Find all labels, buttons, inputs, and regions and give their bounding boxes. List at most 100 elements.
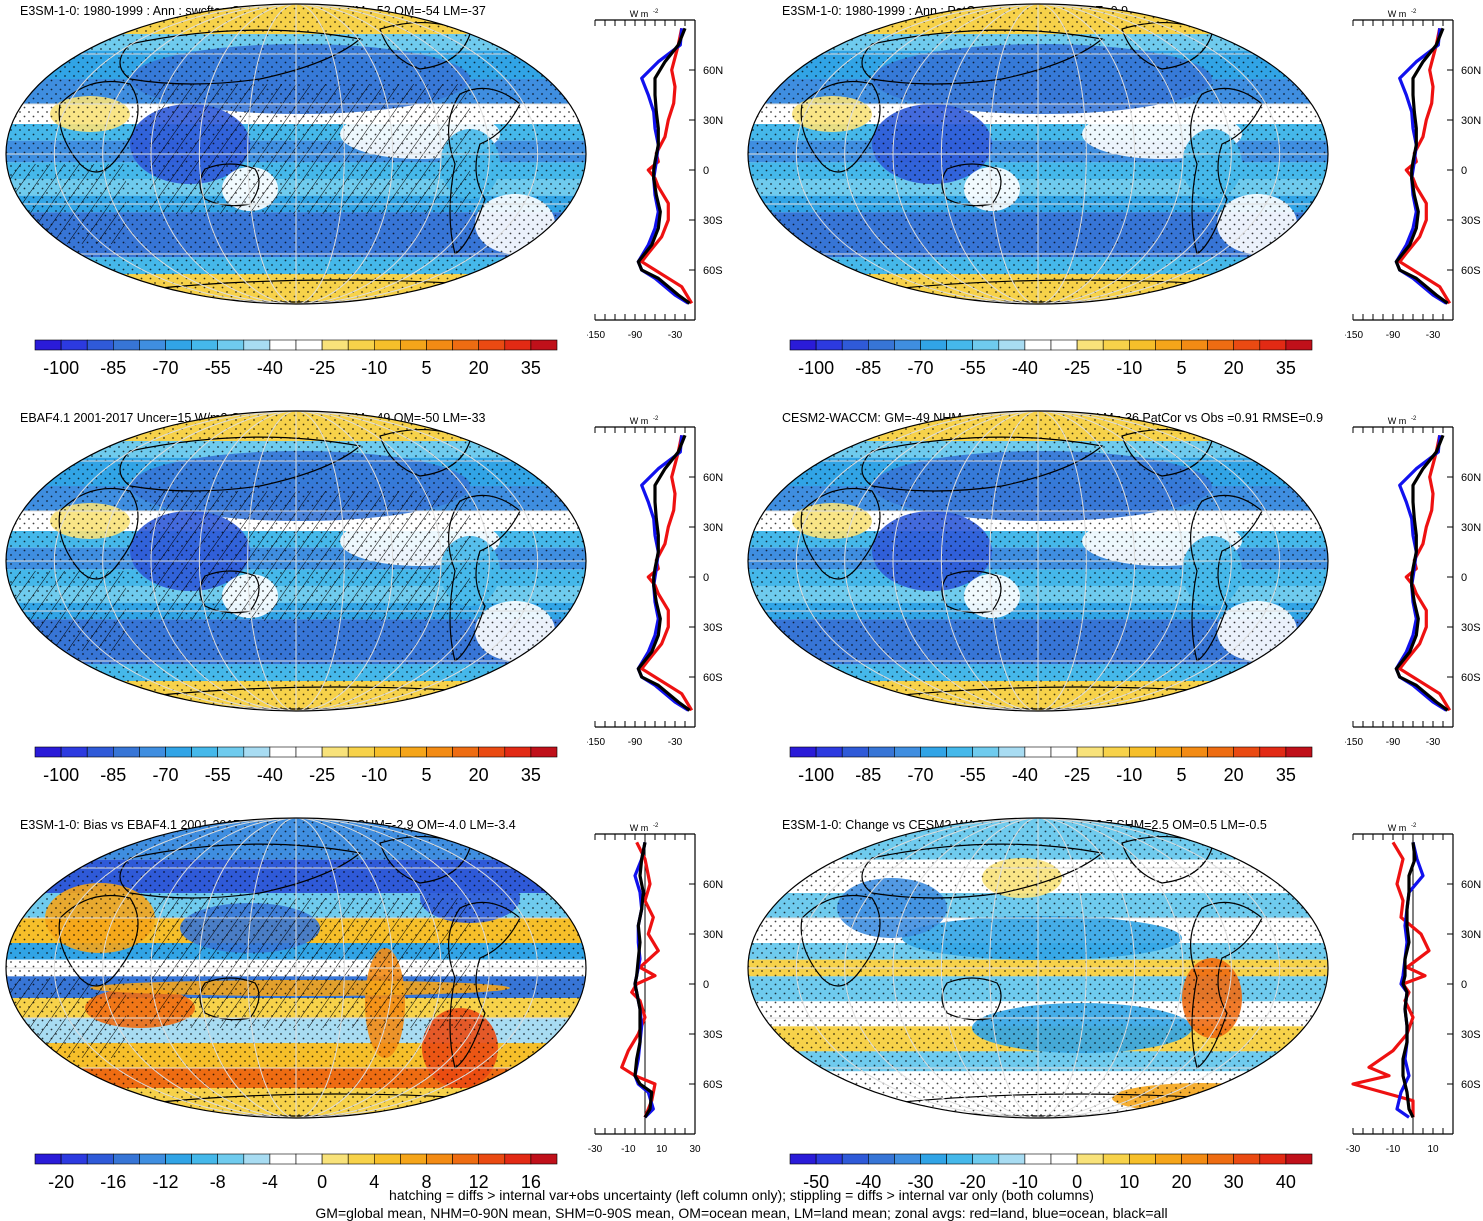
zonal-series-black — [636, 434, 691, 712]
meridian — [1037, 411, 1184, 711]
colorbar-swatch — [841, 746, 869, 758]
meridian — [295, 818, 394, 1118]
colorbar-label: 5 — [1176, 358, 1186, 378]
map-field — [6, 4, 586, 304]
meridian — [1037, 818, 1184, 1118]
zonal-x-tick-label: -30 — [1426, 330, 1441, 341]
meridian — [53, 4, 297, 304]
hatching — [150, 491, 470, 621]
colorbar-swatch — [60, 339, 88, 351]
zonal-series-black — [633, 841, 654, 1119]
colorbar-swatch — [1128, 339, 1156, 351]
world-map — [5, 410, 587, 712]
lat-tick-label: 60S — [703, 265, 723, 277]
meridian — [295, 818, 490, 1118]
meridian — [795, 411, 1039, 711]
zonal-series-red — [640, 434, 694, 712]
lat-tick-label: 60N — [1461, 879, 1481, 891]
colorbar-swatch — [972, 746, 1000, 758]
field-feature — [10, 1083, 70, 1118]
meridian — [102, 411, 297, 711]
colorbar-swatch — [1207, 1153, 1235, 1165]
meridian — [1037, 4, 1232, 304]
colorbar-swatch — [1181, 1153, 1208, 1165]
zonal-series-blue — [1394, 28, 1448, 305]
colorbar-swatch — [1285, 1153, 1313, 1165]
map-field — [748, 411, 1328, 711]
zonal-x-tick-label: 10 — [656, 1144, 668, 1155]
zonal-x-tick-label: -30 — [1346, 1144, 1361, 1155]
colorbar-label: -85 — [100, 765, 126, 785]
colorbar-label: 0 — [1072, 1172, 1082, 1192]
colorbar-label: -10 — [361, 765, 387, 785]
colorbar-label: 8 — [421, 1172, 431, 1192]
colorbar-label: -100 — [798, 358, 834, 378]
meridian — [247, 4, 297, 304]
lat-tick-label: 0 — [703, 979, 709, 991]
zonal-mean-plot: -150 -90 -30 60N 30N 0 30S 60S W m -2 — [587, 416, 723, 748]
colorbar-label: 35 — [1276, 358, 1296, 378]
colorbar-swatch — [217, 339, 245, 351]
colorbar-label: 35 — [521, 358, 541, 378]
colorbar-swatch — [373, 1153, 401, 1165]
lat-tick-label: 60S — [703, 672, 723, 684]
colorbar-swatch — [191, 1153, 219, 1165]
colorbar-swatch — [530, 339, 558, 351]
units-exponent: -2 — [1411, 416, 1417, 422]
meridian — [53, 411, 297, 711]
zonal-x-tick-label: -150 — [587, 737, 605, 748]
meridian — [1037, 4, 1184, 304]
colorbar-label: -20 — [960, 1172, 986, 1192]
zonal-x-tick-label: -30 — [1426, 737, 1441, 748]
colorbar-swatch — [1155, 339, 1182, 351]
colorbar-label: -55 — [205, 358, 231, 378]
colorbar-swatch — [321, 1153, 349, 1165]
colorbar-label: -12 — [152, 1172, 178, 1192]
colorbar-swatch — [165, 339, 192, 351]
lat-tick-label: 30S — [703, 622, 723, 634]
map-field — [748, 818, 1328, 1118]
meridian — [1037, 411, 1087, 711]
colorbar-swatch — [1155, 1153, 1182, 1165]
units-exponent: -2 — [653, 416, 659, 422]
panel-5: E3SM-1-0: Bias vs EBAF4.1 2001-2017 GM=-… — [0, 814, 741, 1221]
colorbar-label: -20 — [48, 1172, 74, 1192]
lat-tick-label: 30N — [703, 522, 723, 534]
colorbar-swatch — [1076, 339, 1104, 351]
zonal-series-red — [640, 27, 694, 305]
colorbar-swatch — [165, 746, 192, 758]
meridian — [295, 4, 345, 304]
colorbar-swatch — [868, 1153, 895, 1165]
lat-tick-label: 0 — [1461, 572, 1467, 584]
colorbar-swatch — [426, 1153, 453, 1165]
colorbar-swatch — [504, 339, 532, 351]
zonal-x-tick-label: -90 — [1386, 737, 1401, 748]
colorbar-swatch — [243, 1153, 271, 1165]
colorbar-swatch — [478, 746, 506, 758]
panel-1: E3SM-1-0: 1980-1999 : Ann : swcftoa GM=-… — [0, 0, 741, 407]
colorbar-swatch — [191, 746, 219, 758]
colorbar-label: -55 — [960, 765, 986, 785]
colorbar-swatch — [139, 746, 166, 758]
units-exponent: -2 — [653, 9, 659, 15]
colorbar-swatch — [34, 746, 62, 758]
colorbar-label: -70 — [907, 765, 933, 785]
colorbar-swatch — [841, 1153, 869, 1165]
zonal-x-tick-label: -90 — [628, 737, 643, 748]
zonal-mean-plot: -30 -10 10 60N 30N 0 30S 60S W m -2 — [1346, 823, 1481, 1155]
colorbar-label: 20 — [1171, 1172, 1191, 1192]
colorbar-swatch — [1050, 339, 1078, 351]
colorbar-label: 10 — [1119, 1172, 1139, 1192]
colorbar-swatch — [841, 339, 869, 351]
meridian — [295, 818, 345, 1118]
map-field — [6, 411, 586, 711]
meridian — [940, 818, 1039, 1118]
colorbar-swatch — [269, 1153, 297, 1165]
colorbar-swatch — [60, 1153, 88, 1165]
meridian — [198, 818, 297, 1118]
meridian — [892, 818, 1039, 1118]
meridian — [892, 4, 1039, 304]
zonal-series-blue — [1394, 435, 1448, 712]
meridian — [1037, 411, 1136, 711]
colorbar-label: -85 — [100, 358, 126, 378]
